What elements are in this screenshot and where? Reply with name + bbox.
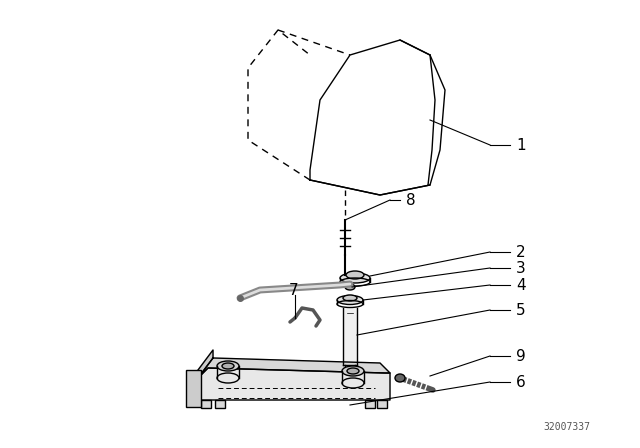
Ellipse shape — [347, 368, 359, 374]
Ellipse shape — [345, 284, 355, 290]
Text: 9: 9 — [516, 349, 525, 363]
Bar — [186, 370, 201, 407]
Text: 1: 1 — [516, 138, 525, 152]
Text: 3: 3 — [516, 260, 525, 276]
Text: 8: 8 — [406, 193, 415, 207]
Polygon shape — [198, 368, 390, 400]
Bar — [201, 400, 211, 408]
Ellipse shape — [337, 296, 363, 305]
Ellipse shape — [217, 361, 239, 371]
Ellipse shape — [346, 271, 364, 279]
Bar — [377, 400, 387, 408]
Bar — [365, 400, 375, 408]
Ellipse shape — [222, 363, 234, 369]
Ellipse shape — [395, 374, 405, 382]
Text: 7: 7 — [289, 283, 299, 297]
Ellipse shape — [342, 366, 364, 376]
Text: 2: 2 — [516, 245, 525, 259]
Bar — [215, 400, 225, 408]
Text: 4: 4 — [516, 277, 525, 293]
Ellipse shape — [343, 295, 357, 301]
Ellipse shape — [340, 273, 370, 283]
Bar — [343, 308, 357, 365]
Text: 5: 5 — [516, 302, 525, 318]
Text: 32007337: 32007337 — [543, 422, 590, 432]
Polygon shape — [198, 358, 390, 378]
Polygon shape — [198, 350, 213, 378]
Text: 6: 6 — [516, 375, 525, 389]
